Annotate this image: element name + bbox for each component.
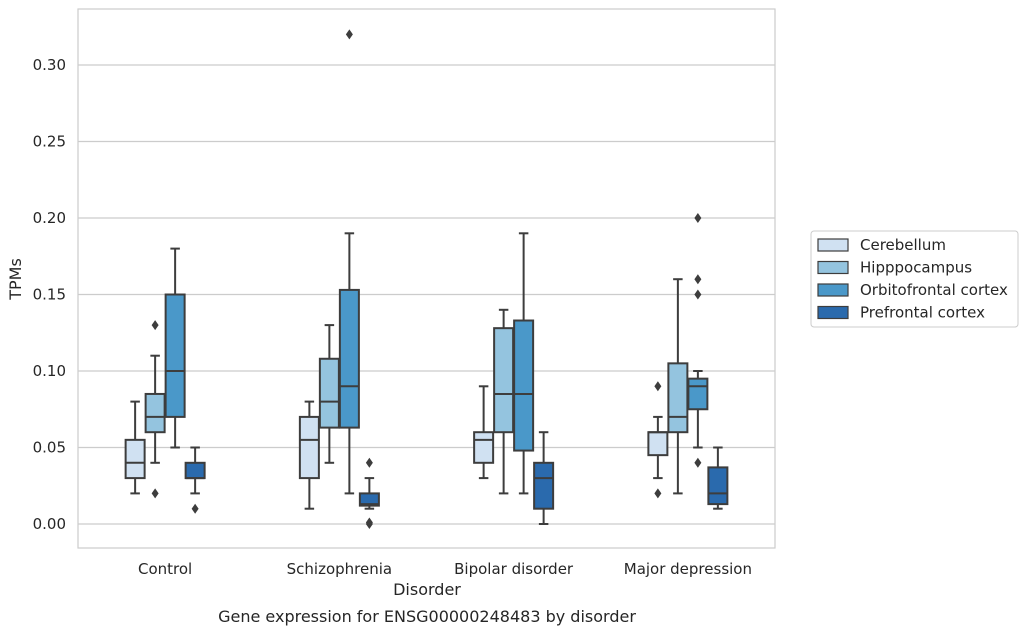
- outlier-point: [654, 488, 662, 499]
- outlier-point: [694, 274, 702, 285]
- figure-caption: Gene expression for ENSG00000248483 by d…: [218, 607, 636, 626]
- legend-item: Cerebellum: [817, 236, 946, 254]
- box-iqr: [338, 288, 360, 429]
- box-orbitofrontal-cortex: [513, 232, 535, 495]
- box-cerebellum: [647, 381, 669, 499]
- outlier-point: [694, 289, 702, 300]
- outlier-point: [191, 503, 199, 514]
- y-tick-label: 0.25: [33, 133, 66, 151]
- box-iqr: [184, 461, 206, 480]
- outlier-point: [365, 457, 373, 468]
- box-cerebellum: [473, 385, 495, 480]
- box-orbitofrontal-cortex: [338, 29, 360, 495]
- plot-frame: [77, 8, 776, 549]
- legend-label: Prefrontal cortex: [860, 304, 985, 322]
- plot-area: [78, 9, 775, 548]
- outlier-point: [694, 457, 702, 468]
- legend-item: Orbitofrontal cortex: [817, 281, 1008, 299]
- x-tick-label: Major depression: [624, 560, 752, 578]
- legend-label: Hipppocampus: [860, 259, 972, 277]
- y-tick-label: 0.10: [33, 362, 66, 380]
- outlier-point: [365, 517, 373, 528]
- legend-swatch: [817, 305, 849, 320]
- y-tick-labels: 0.00 0.05 0.10 0.15 0.20 0.25 0.30: [33, 56, 66, 533]
- y-tick-label: 0.05: [33, 439, 66, 457]
- legend-item: Prefrontal cortex: [817, 304, 985, 322]
- box-iqr: [318, 357, 340, 429]
- box-iqr: [144, 392, 166, 434]
- box-iqr: [358, 492, 380, 507]
- box-orbitofrontal-cortex: [687, 213, 709, 468]
- legend-swatch: [817, 260, 849, 275]
- x-tick-label: Control: [138, 560, 192, 578]
- y-axis-label: TPMs: [6, 258, 25, 301]
- box-prefrontal-cortex: [533, 431, 555, 525]
- outlier-point: [151, 488, 159, 499]
- box-iqr: [124, 438, 146, 480]
- box-iqr: [513, 319, 535, 452]
- box-iqr: [647, 431, 669, 457]
- legend-swatch: [817, 283, 849, 297]
- outlier-point: [345, 29, 353, 40]
- legend-frame: [810, 230, 1019, 328]
- y-tick-label: 0.20: [33, 209, 66, 227]
- outlier-point: [654, 381, 662, 392]
- y-tick-label: 0.15: [33, 286, 66, 304]
- box-series: [124, 29, 729, 529]
- outlier-point: [151, 320, 159, 331]
- box-orbitofrontal-cortex: [164, 247, 186, 449]
- y-tick-label: 0.00: [33, 515, 66, 533]
- box-cerebellum: [298, 400, 320, 510]
- x-tick-labels: Control Schizophrenia Bipolar disorder Majo…: [138, 560, 752, 578]
- box-prefrontal-cortex: [707, 446, 729, 510]
- x-tick-label: Bipolar disorder: [454, 560, 574, 578]
- legend: Cerebellum Hipppocampus Orbitofrontal cort…: [810, 230, 1019, 328]
- box-cerebellum: [124, 400, 146, 495]
- box-iqr: [707, 466, 729, 506]
- box-iqr: [493, 327, 515, 434]
- y-tick-label: 0.30: [33, 56, 66, 74]
- legend-label: Orbitofrontal cortex: [860, 281, 1008, 299]
- box-iqr: [298, 415, 320, 480]
- box-iqr: [667, 362, 689, 434]
- x-axis-label: Disorder: [393, 580, 461, 599]
- legend-item: Hipppocampus: [817, 259, 972, 277]
- legend-label: Cerebellum: [860, 236, 946, 254]
- box-iqr: [533, 461, 555, 510]
- legend-swatch: [817, 238, 849, 252]
- box-prefrontal-cortex: [184, 446, 206, 514]
- box-iqr: [164, 293, 186, 418]
- box-prefrontal-cortex: [358, 457, 380, 529]
- outlier-point: [694, 213, 702, 223]
- box-hipppocampus: [144, 320, 166, 499]
- box-iqr: [473, 431, 495, 464]
- box-iqr: [687, 377, 709, 411]
- x-tick-label: Schizophrenia: [287, 560, 392, 578]
